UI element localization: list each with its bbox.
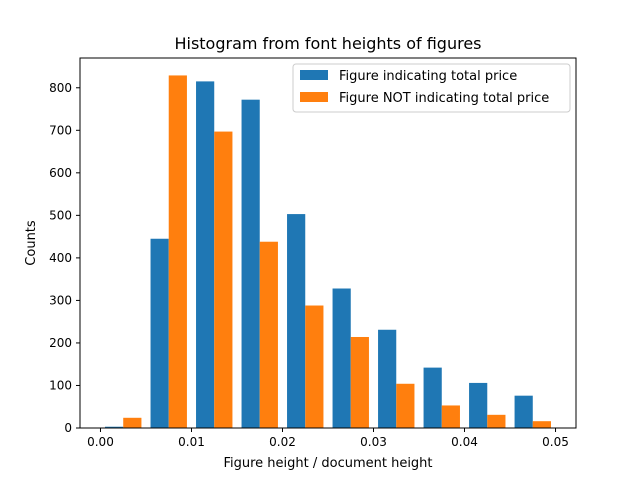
x-tick-label: 0.04 xyxy=(451,435,478,449)
y-axis-label: Counts xyxy=(24,220,39,266)
legend-box xyxy=(292,63,571,113)
y-tick-label: 0 xyxy=(64,421,72,435)
bar-figure-not-indicating-total-price-1 xyxy=(168,75,187,429)
bar-figure-not-indicating-total-price-2 xyxy=(214,131,233,428)
y-tick-label: 500 xyxy=(49,208,72,222)
chart-title: Histogram from font heights of figures xyxy=(174,34,481,53)
bar-figure-not-indicating-total-price-7 xyxy=(441,405,460,428)
y-tick-label: 300 xyxy=(49,293,72,307)
bar-figure-not-indicating-total-price-5 xyxy=(350,336,369,428)
bar-figure-indicating-total-price-8 xyxy=(469,382,488,428)
bar-figure-not-indicating-total-price-4 xyxy=(305,305,324,428)
bar-figure-indicating-total-price-2 xyxy=(196,81,215,428)
bar-figure-not-indicating-total-price-8 xyxy=(487,414,506,428)
y-tick-label: 400 xyxy=(49,251,72,265)
legend-swatch-figure-indicating-total-price xyxy=(300,70,328,80)
bar-figure-indicating-total-price-0 xyxy=(105,426,124,428)
bar-figure-not-indicating-total-price-9 xyxy=(532,421,551,428)
bar-figure-indicating-total-price-3 xyxy=(241,99,260,428)
x-tick-label: 0.03 xyxy=(360,435,387,449)
legend: Figure indicating total price Figure NOT… xyxy=(292,63,571,113)
bar-figure-not-indicating-total-price-6 xyxy=(396,383,415,428)
bar-figure-indicating-total-price-5 xyxy=(332,288,351,428)
x-tick-label: 0.05 xyxy=(542,435,569,449)
bar-figure-not-indicating-total-price-3 xyxy=(259,241,278,428)
y-tick-label: 100 xyxy=(49,378,72,392)
bar-figure-not-indicating-total-price-0 xyxy=(123,417,142,428)
plot-frame xyxy=(79,57,577,429)
legend-swatch-figure-not-indicating-total-price xyxy=(300,92,328,102)
bar-figure-indicating-total-price-1 xyxy=(150,238,169,428)
y-tick-label: 800 xyxy=(49,81,72,95)
bar-figure-indicating-total-price-4 xyxy=(287,214,306,428)
y-axis-ticks: 0 100 200 300 400 500 600 700 800 xyxy=(49,81,80,435)
bars-group xyxy=(105,75,551,429)
legend-label-figure-not-indicating-total-price: Figure NOT indicating total price xyxy=(339,91,549,106)
y-tick-label: 200 xyxy=(49,336,72,350)
y-tick-label: 700 xyxy=(49,123,72,137)
bar-figure-indicating-total-price-6 xyxy=(378,329,397,428)
legend-label-figure-indicating-total-price: Figure indicating total price xyxy=(339,69,517,84)
y-tick-label: 600 xyxy=(49,166,72,180)
x-tick-label: 0.00 xyxy=(87,435,114,449)
bar-figure-indicating-total-price-9 xyxy=(514,395,533,428)
x-axis-label: Figure height / document height xyxy=(223,456,432,471)
bar-figure-indicating-total-price-7 xyxy=(423,367,442,428)
x-tick-label: 0.01 xyxy=(178,435,205,449)
x-tick-label: 0.02 xyxy=(269,435,296,449)
x-axis-ticks: 0.00 0.01 0.02 0.03 0.04 0.05 xyxy=(87,428,569,449)
